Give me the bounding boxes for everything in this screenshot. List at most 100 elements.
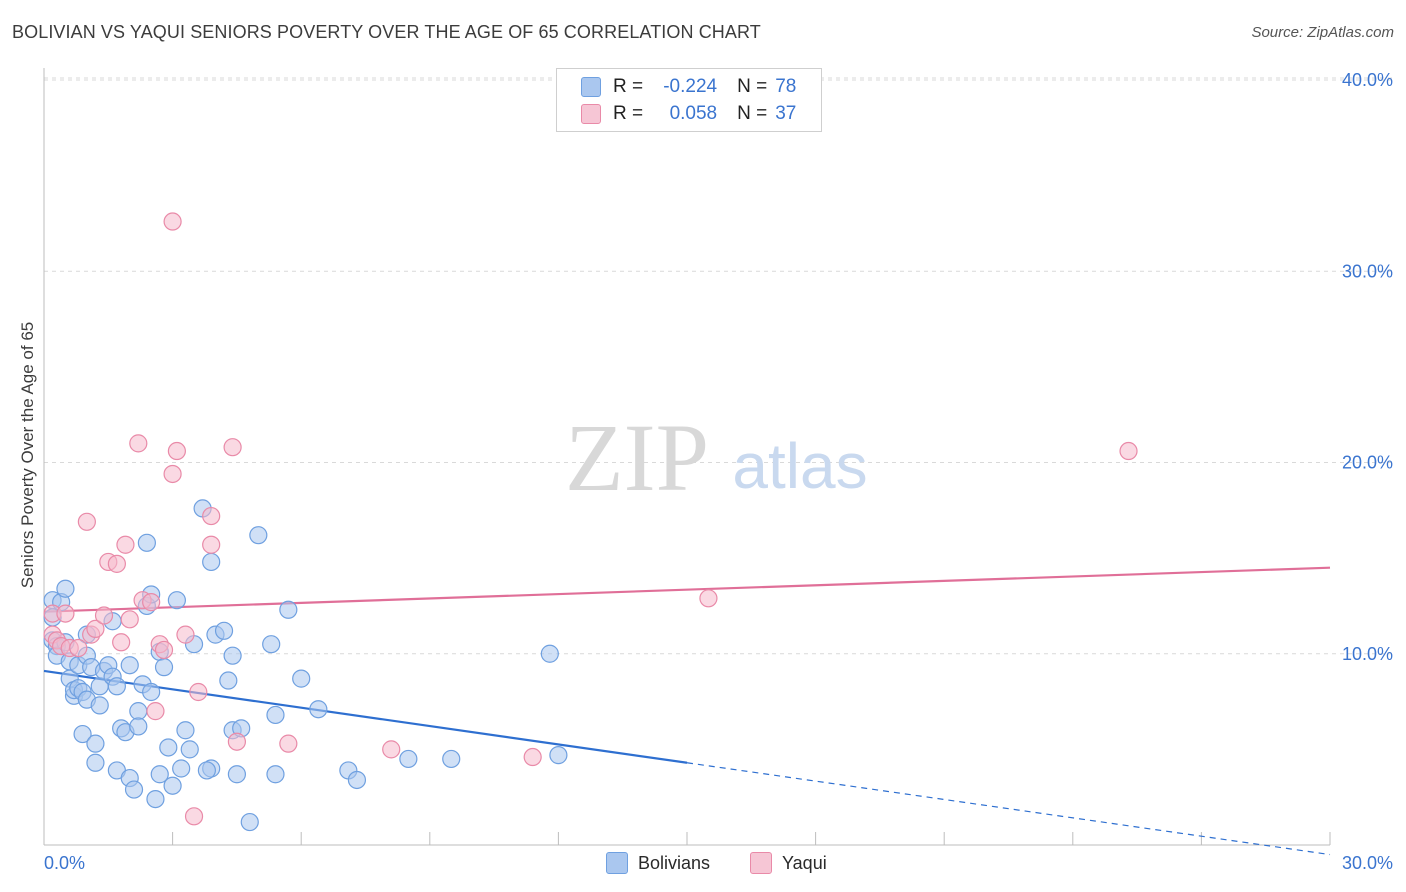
point-yaqui [223,438,242,457]
point-yaqui [167,441,186,461]
point-bolivian [309,700,328,719]
point-yaqui [382,740,401,759]
point-bolivian [150,765,169,784]
point-bolivian [227,765,246,784]
point-bolivian [154,658,174,677]
n-label: N = [737,76,768,97]
point-bolivian [86,753,105,772]
r-label: R = [613,103,644,124]
point-bolivian [442,749,461,769]
point-yaqui [189,682,208,702]
point-bolivian [292,669,311,688]
point-bolivian [146,789,165,809]
point-yaqui [56,604,75,623]
point-bolivian [266,705,285,725]
point-bolivian [279,600,298,619]
point-bolivian [129,717,148,736]
x-tick-label-max: 30.0% [1342,853,1393,873]
n-label: N = [737,103,768,124]
x-tick-label-min: 0.0% [44,853,85,873]
legend-label-yaqui: Yaqui [782,852,827,873]
watermark: ZIP atlas [565,404,868,511]
n-value: 37 [775,103,797,124]
point-bolivian [129,702,148,721]
point-bolivian [347,770,367,790]
point-bolivian [120,656,139,675]
point-bolivian [549,746,568,765]
point-yaqui [77,512,96,531]
y-tick-label: 20.0% [1342,453,1393,473]
point-yaqui [146,702,165,721]
point-yaqui [279,734,298,753]
stats-box: R = -0.224 N = 78 R = 0.058 N = 37 [556,68,822,132]
trend-line-yaqui [43,566,1331,613]
point-yaqui [129,434,148,453]
yaqui-swatch [581,104,601,124]
r-value: 0.058 [669,103,718,124]
chart-title: BOLIVIAN VS YAQUI SENIORS POVERTY OVER T… [12,22,761,42]
r-label: R = [613,76,644,97]
legend-label-bolivians: Bolivians [638,852,711,873]
point-bolivian [219,671,238,690]
stats-row-bolivians: R = -0.224 N = 78 [581,74,796,100]
point-yaqui [86,619,105,638]
source-note: Source: ZipAtlas.com [1251,24,1394,41]
point-yaqui [154,640,174,660]
point-bolivian [540,644,559,663]
point-bolivian [172,759,191,778]
point-yaqui [120,610,139,629]
point-yaqui [1119,441,1138,461]
point-bolivian [107,677,126,696]
point-bolivian [124,780,144,799]
point-yaqui [163,464,182,484]
point-bolivian [180,740,199,759]
y-tick-label: 10.0% [1342,644,1393,664]
point-bolivian [137,533,156,552]
watermark-zip: ZIP [565,404,709,511]
point-bolivian [167,591,186,610]
stats-row-yaqui: R = 0.058 N = 37 [581,101,796,127]
legend-item-yaqui[interactable]: Yaqui [750,852,827,874]
point-bolivian [73,724,92,744]
point-bolivian [249,526,268,545]
point-bolivian [176,721,195,740]
y-tick-label: 40.0% [1342,70,1393,90]
r-value: -0.224 [663,76,718,97]
data-points [43,212,1138,832]
point-yaqui [699,589,718,608]
legend-item-bolivians[interactable]: Bolivians [606,852,710,874]
point-yaqui [116,535,135,554]
trend-lines [43,566,1331,856]
point-yaqui [112,633,131,652]
n-value: 78 [775,76,797,97]
point-bolivian [197,761,216,780]
point-bolivian [163,776,182,795]
point-bolivian [266,765,285,784]
point-yaqui [184,807,204,826]
point-yaqui [523,747,542,767]
point-bolivian [86,734,105,753]
point-bolivian [214,621,234,640]
trend-line-bolivians-extension [686,762,1331,856]
point-bolivian [240,812,259,832]
point-bolivian [223,646,242,665]
point-yaqui [202,506,221,526]
point-yaqui [176,625,195,644]
point-bolivian [399,749,418,769]
point-bolivian [142,682,161,702]
y-tick-label: 30.0% [1342,261,1393,281]
point-yaqui [142,593,161,612]
bolivians-swatch [581,77,601,97]
point-bolivian [262,635,281,654]
point-yaqui [94,606,114,625]
bolivians-legend-swatch [606,852,628,874]
point-yaqui [202,535,221,554]
tick-labels: 10.0% 20.0% 30.0% 40.0% 0.0% 30.0% [44,70,1393,873]
axes [43,68,1331,846]
point-bolivian [90,696,109,715]
point-yaqui [69,638,88,658]
yaqui-legend-swatch [750,852,772,874]
point-yaqui [227,732,246,751]
point-yaqui [107,554,126,573]
